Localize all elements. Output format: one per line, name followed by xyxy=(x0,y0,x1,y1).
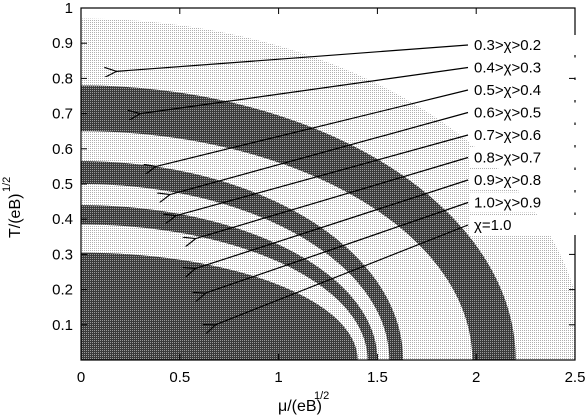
x-tick-label: 0.5 xyxy=(169,369,190,386)
annotation-arrow xyxy=(196,179,469,268)
y-tick-label: 0.2 xyxy=(52,282,73,299)
annotation-label: 0.9>χ>0.8 xyxy=(474,172,541,189)
x-axis-label: μ/(eB) xyxy=(278,398,322,415)
annotation-label: 0.5>χ>0.4 xyxy=(474,82,541,99)
annotation-label-bg xyxy=(470,35,578,55)
annotation-label-bg xyxy=(470,57,578,78)
y-tick-label: 1 xyxy=(65,0,73,17)
annotation-label-bg xyxy=(470,80,578,100)
y-tick-label: 0.4 xyxy=(52,211,73,228)
y-tick-label: 0.9 xyxy=(52,35,73,52)
axis-ticks: 0 0.5 1 1.5 2 2.5 0.1 0.2 0.3 0.4 0.5 0.6 0.7 0.8 0.9 1 xyxy=(52,0,585,386)
annotation-label: 0.7>χ>0.6 xyxy=(474,127,541,144)
y-tick-label: 0.1 xyxy=(52,317,73,334)
x-tick-label: 2.5 xyxy=(565,369,586,386)
region-bands xyxy=(81,18,575,360)
annotation-label-bg xyxy=(470,147,578,168)
x-tick-label: 1.5 xyxy=(367,369,388,386)
y-axis-title: T/(eB) 1/2 xyxy=(1,177,24,238)
annotation-label-bg xyxy=(470,102,578,123)
y-tick-label: 0.3 xyxy=(52,246,73,263)
annotation-label-bg xyxy=(470,125,578,145)
x-tick-label: 2 xyxy=(472,369,480,386)
region-band-9 xyxy=(81,252,358,360)
annotation-arrow xyxy=(205,201,469,294)
y-axis-label: T/(eB) xyxy=(7,194,24,238)
annotation-label: 0.8>χ>0.7 xyxy=(474,150,541,167)
annotation-label: 0.6>χ>0.5 xyxy=(474,105,541,122)
annotation-arrow xyxy=(140,66,469,114)
annotation-arrow xyxy=(156,89,469,166)
x-tick-label: 1 xyxy=(274,369,282,386)
annotation-label-bg xyxy=(470,170,578,190)
annotation-arrow xyxy=(176,134,469,216)
x-tick-label: 0 xyxy=(77,369,85,386)
y-tick-label: 0.5 xyxy=(52,176,73,193)
x-axis-label-sup: 1/2 xyxy=(314,390,329,402)
annotation-arrow xyxy=(117,44,469,71)
annotation-arrow xyxy=(196,156,469,239)
y-tick-label: 0.7 xyxy=(52,106,73,123)
y-axis-label-sup: 1/2 xyxy=(1,177,13,192)
y-tick-label: 0.6 xyxy=(52,141,73,158)
annotation-label-bg xyxy=(470,192,578,213)
annotation-label: 1.0>χ>0.9 xyxy=(474,195,541,212)
annotation-label: 0.3>χ>0.2 xyxy=(474,37,541,54)
annotation-label: χ=1.0 xyxy=(474,217,512,234)
y-tick-label: 0.8 xyxy=(52,70,73,87)
annotation-label: 0.4>χ>0.3 xyxy=(474,60,541,77)
annotation-arrow xyxy=(215,224,469,325)
annotation-label-bg xyxy=(470,215,578,235)
x-axis-title: μ/(eB) 1/2 xyxy=(278,390,329,415)
annotation-arrow xyxy=(170,111,469,195)
annotations: 0.3>χ>0.2 0.4>χ>0.3 0.5>χ>0.4 0.6>χ>0.5 0.7>… xyxy=(117,35,578,325)
